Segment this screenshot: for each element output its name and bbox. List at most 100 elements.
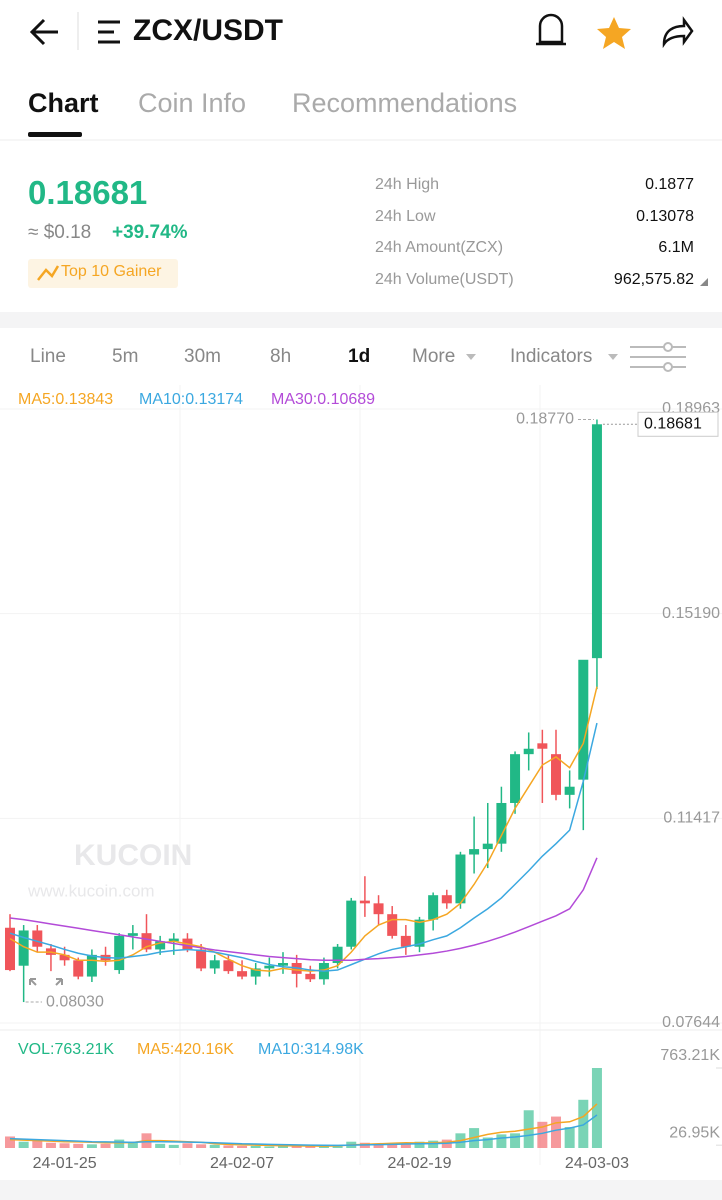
top-icons (0, 12, 722, 372)
stat-value: 962,575.82 (613, 270, 694, 288)
tab[interactable]: Chart (28, 88, 99, 118)
high-label: 0.18770 (516, 411, 574, 428)
ma-line (9, 1103, 598, 1147)
ma-line (9, 1114, 598, 1147)
volume-bar (373, 1143, 384, 1148)
candle-body (591, 424, 602, 659)
candle-body (264, 965, 275, 969)
volume-bar (551, 1116, 561, 1148)
candle-body (414, 919, 425, 947)
settings-icon[interactable] (630, 346, 686, 368)
x-tick-label: 24-02-19 (387, 1155, 451, 1172)
volume-bar (305, 1146, 316, 1148)
vol-tick-label: 763.21K (660, 1047, 720, 1064)
share-icon[interactable] (662, 16, 694, 49)
fullscreen-icon[interactable] (29, 978, 63, 986)
stat-label: 24h High (375, 176, 440, 193)
candle-body (346, 900, 357, 947)
vol-legend: VOL:763.21K (18, 1041, 114, 1058)
volume-bar (400, 1143, 411, 1148)
timeframe[interactable]: Line (30, 346, 66, 367)
ma-legend: MA5:0.13843 (18, 391, 113, 408)
slider-knob (663, 342, 673, 352)
candle-body (5, 927, 15, 971)
candle-body (469, 849, 480, 855)
candle-body (305, 973, 316, 980)
tab[interactable]: Recommendations (292, 88, 518, 118)
volume-bar (114, 1139, 125, 1148)
volume-bar (32, 1140, 43, 1148)
volume-bar (237, 1145, 248, 1148)
candle-body (510, 754, 521, 803)
last-price-box (637, 411, 719, 437)
volume-bar (73, 1143, 84, 1148)
volume-bar (59, 1143, 70, 1148)
volume-bar (45, 1142, 56, 1148)
stat-value: 0.1877 (645, 176, 694, 193)
vol-legend: MA10:314.98K (258, 1041, 364, 1058)
timeframe[interactable]: Indicators (510, 346, 593, 367)
last-price-label: 0.18681 (644, 416, 702, 433)
slider-knob (663, 362, 673, 372)
volume-bar (387, 1144, 398, 1148)
y-tick-label: 0.15190 (662, 605, 720, 622)
timeframe[interactable]: 30m (184, 346, 221, 367)
candle-body (114, 935, 125, 971)
candle-body (537, 743, 548, 749)
ma-line (9, 722, 598, 972)
ma-legend: MA30:0.10689 (271, 391, 375, 408)
candle-body (551, 754, 561, 795)
y-tick-label: 0.11417 (663, 810, 720, 827)
volume-bar (5, 1136, 15, 1148)
usd-price: ≈ $0.18 (28, 222, 92, 243)
timeframe[interactable]: More (412, 346, 456, 367)
volume-bar (537, 1121, 548, 1148)
stat-value: 0.13078 (636, 207, 694, 225)
menu-icon[interactable] (98, 20, 120, 44)
x-tick-label: 24-03-03 (565, 1155, 629, 1172)
tab[interactable]: Coin Info (138, 88, 247, 118)
candle-body (59, 954, 70, 961)
candle-body (196, 949, 207, 969)
candle-body (387, 914, 398, 936)
timeframe[interactable]: 1d (348, 346, 371, 367)
volume-bar (278, 1145, 288, 1148)
ma-legend: MA10:0.13174 (139, 391, 243, 408)
candle-body (155, 941, 166, 950)
candle-body (441, 895, 452, 904)
candle-body (32, 930, 43, 947)
volume-bar (196, 1144, 207, 1148)
candle-body (373, 903, 384, 915)
volume-bar (564, 1127, 575, 1148)
volume-bar (496, 1134, 507, 1148)
candle-body (523, 748, 534, 755)
candle-body (496, 802, 507, 844)
badge-bg (28, 259, 178, 288)
x-tick-label: 24-02-07 (210, 1155, 274, 1172)
expand-caret (700, 278, 708, 286)
vol-legend: MA5:420.16K (137, 1041, 234, 1058)
x-tick-label: 24-01-25 (33, 1155, 97, 1172)
stat-label: 24h Amount(ZCX) (375, 239, 504, 256)
favorite-star[interactable] (597, 17, 631, 49)
candle-body (127, 933, 138, 936)
candle-body (223, 960, 234, 972)
volume-bar (100, 1143, 111, 1148)
volume-bar (18, 1141, 29, 1148)
timeframe[interactable]: 5m (112, 346, 139, 367)
volume-bar (578, 1099, 589, 1148)
volume-bar (209, 1144, 220, 1148)
low-label: 0.08030 (46, 993, 104, 1010)
timeframe[interactable]: 8h (270, 346, 292, 367)
alert-icon[interactable] (536, 13, 566, 46)
watermark-url: www.kucoin.com (27, 881, 155, 900)
badge-icon (37, 265, 60, 281)
back-button[interactable] (29, 18, 58, 46)
kline-chart: 0.189630.151900.114170.07644KUCOINwww.ku… (0, 385, 722, 1200)
stat-label: 24h Low (375, 207, 436, 225)
candle-body (455, 854, 466, 904)
volume-bar (591, 1068, 602, 1148)
vol-tick-label: 26.95K (669, 1124, 720, 1141)
candle-body (237, 971, 248, 977)
